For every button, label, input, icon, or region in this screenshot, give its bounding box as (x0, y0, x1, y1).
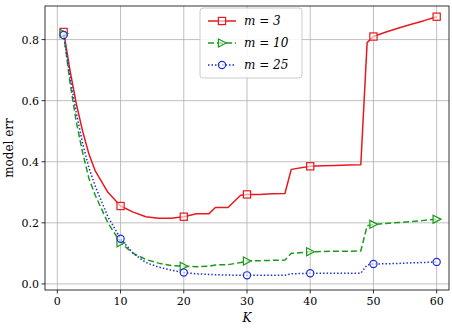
tick-label: 30 (240, 295, 254, 308)
grid-line (45, 161, 449, 162)
tick-label: 0.8 (22, 34, 40, 47)
chart: 0 10 20 30 40 50 60 0.0 0.2 0.4 0.6 0.8 Kmodel err m … (0, 0, 452, 328)
tick-label: 0.2 (22, 217, 40, 230)
legend-box (200, 8, 302, 78)
x-axis-label: K (242, 311, 253, 325)
grid-line (45, 283, 449, 284)
grid-line (45, 100, 449, 101)
legend: m = 3 m = 10 m = 25 (200, 8, 302, 78)
grid-line (57, 6, 58, 290)
point (307, 163, 314, 170)
point (307, 248, 315, 256)
series-line (64, 33, 437, 266)
legend-label: m = 3 (244, 14, 281, 28)
tick-label: 0.4 (22, 156, 40, 169)
tick (373, 290, 374, 294)
point (433, 258, 440, 265)
point (243, 272, 250, 279)
point (117, 202, 124, 209)
point (243, 191, 250, 198)
legend-marker (218, 61, 225, 68)
y-axis-label: model err (2, 118, 16, 178)
tick-label: 20 (177, 295, 191, 308)
tick (183, 290, 184, 294)
tick-label: 0.0 (22, 278, 40, 291)
grid-line (310, 6, 311, 290)
series-line (64, 17, 437, 219)
point (307, 270, 314, 277)
tick-label: 0 (54, 295, 61, 308)
tick-label: 60 (430, 295, 444, 308)
legend-marker (218, 39, 226, 47)
legend-marker (218, 17, 225, 24)
point (180, 213, 187, 220)
tick (42, 39, 46, 40)
grid-line (436, 6, 437, 290)
tick-label: 10 (114, 295, 128, 308)
point (117, 235, 124, 242)
tick (42, 161, 46, 162)
tick (436, 290, 437, 294)
tick (247, 290, 248, 294)
point (433, 215, 441, 223)
point (180, 269, 187, 276)
tick (42, 222, 46, 223)
point (370, 220, 378, 228)
series-line (64, 35, 437, 275)
tick (42, 283, 46, 284)
plot-frame (45, 6, 449, 290)
point (60, 31, 67, 38)
point (370, 33, 377, 40)
grid-line (183, 6, 184, 290)
point (433, 13, 440, 20)
grid-line (373, 6, 374, 290)
point (243, 257, 251, 265)
tick-label: 40 (303, 295, 317, 308)
legend-label: m = 10 (244, 36, 289, 50)
tick (42, 100, 46, 101)
grid-line (120, 6, 121, 290)
tick-label: 0.6 (22, 95, 40, 108)
tick (120, 290, 121, 294)
tick (57, 290, 58, 294)
tick (310, 290, 311, 294)
point (370, 260, 377, 267)
legend-label: m = 25 (244, 58, 288, 72)
tick-label: 50 (366, 295, 380, 308)
